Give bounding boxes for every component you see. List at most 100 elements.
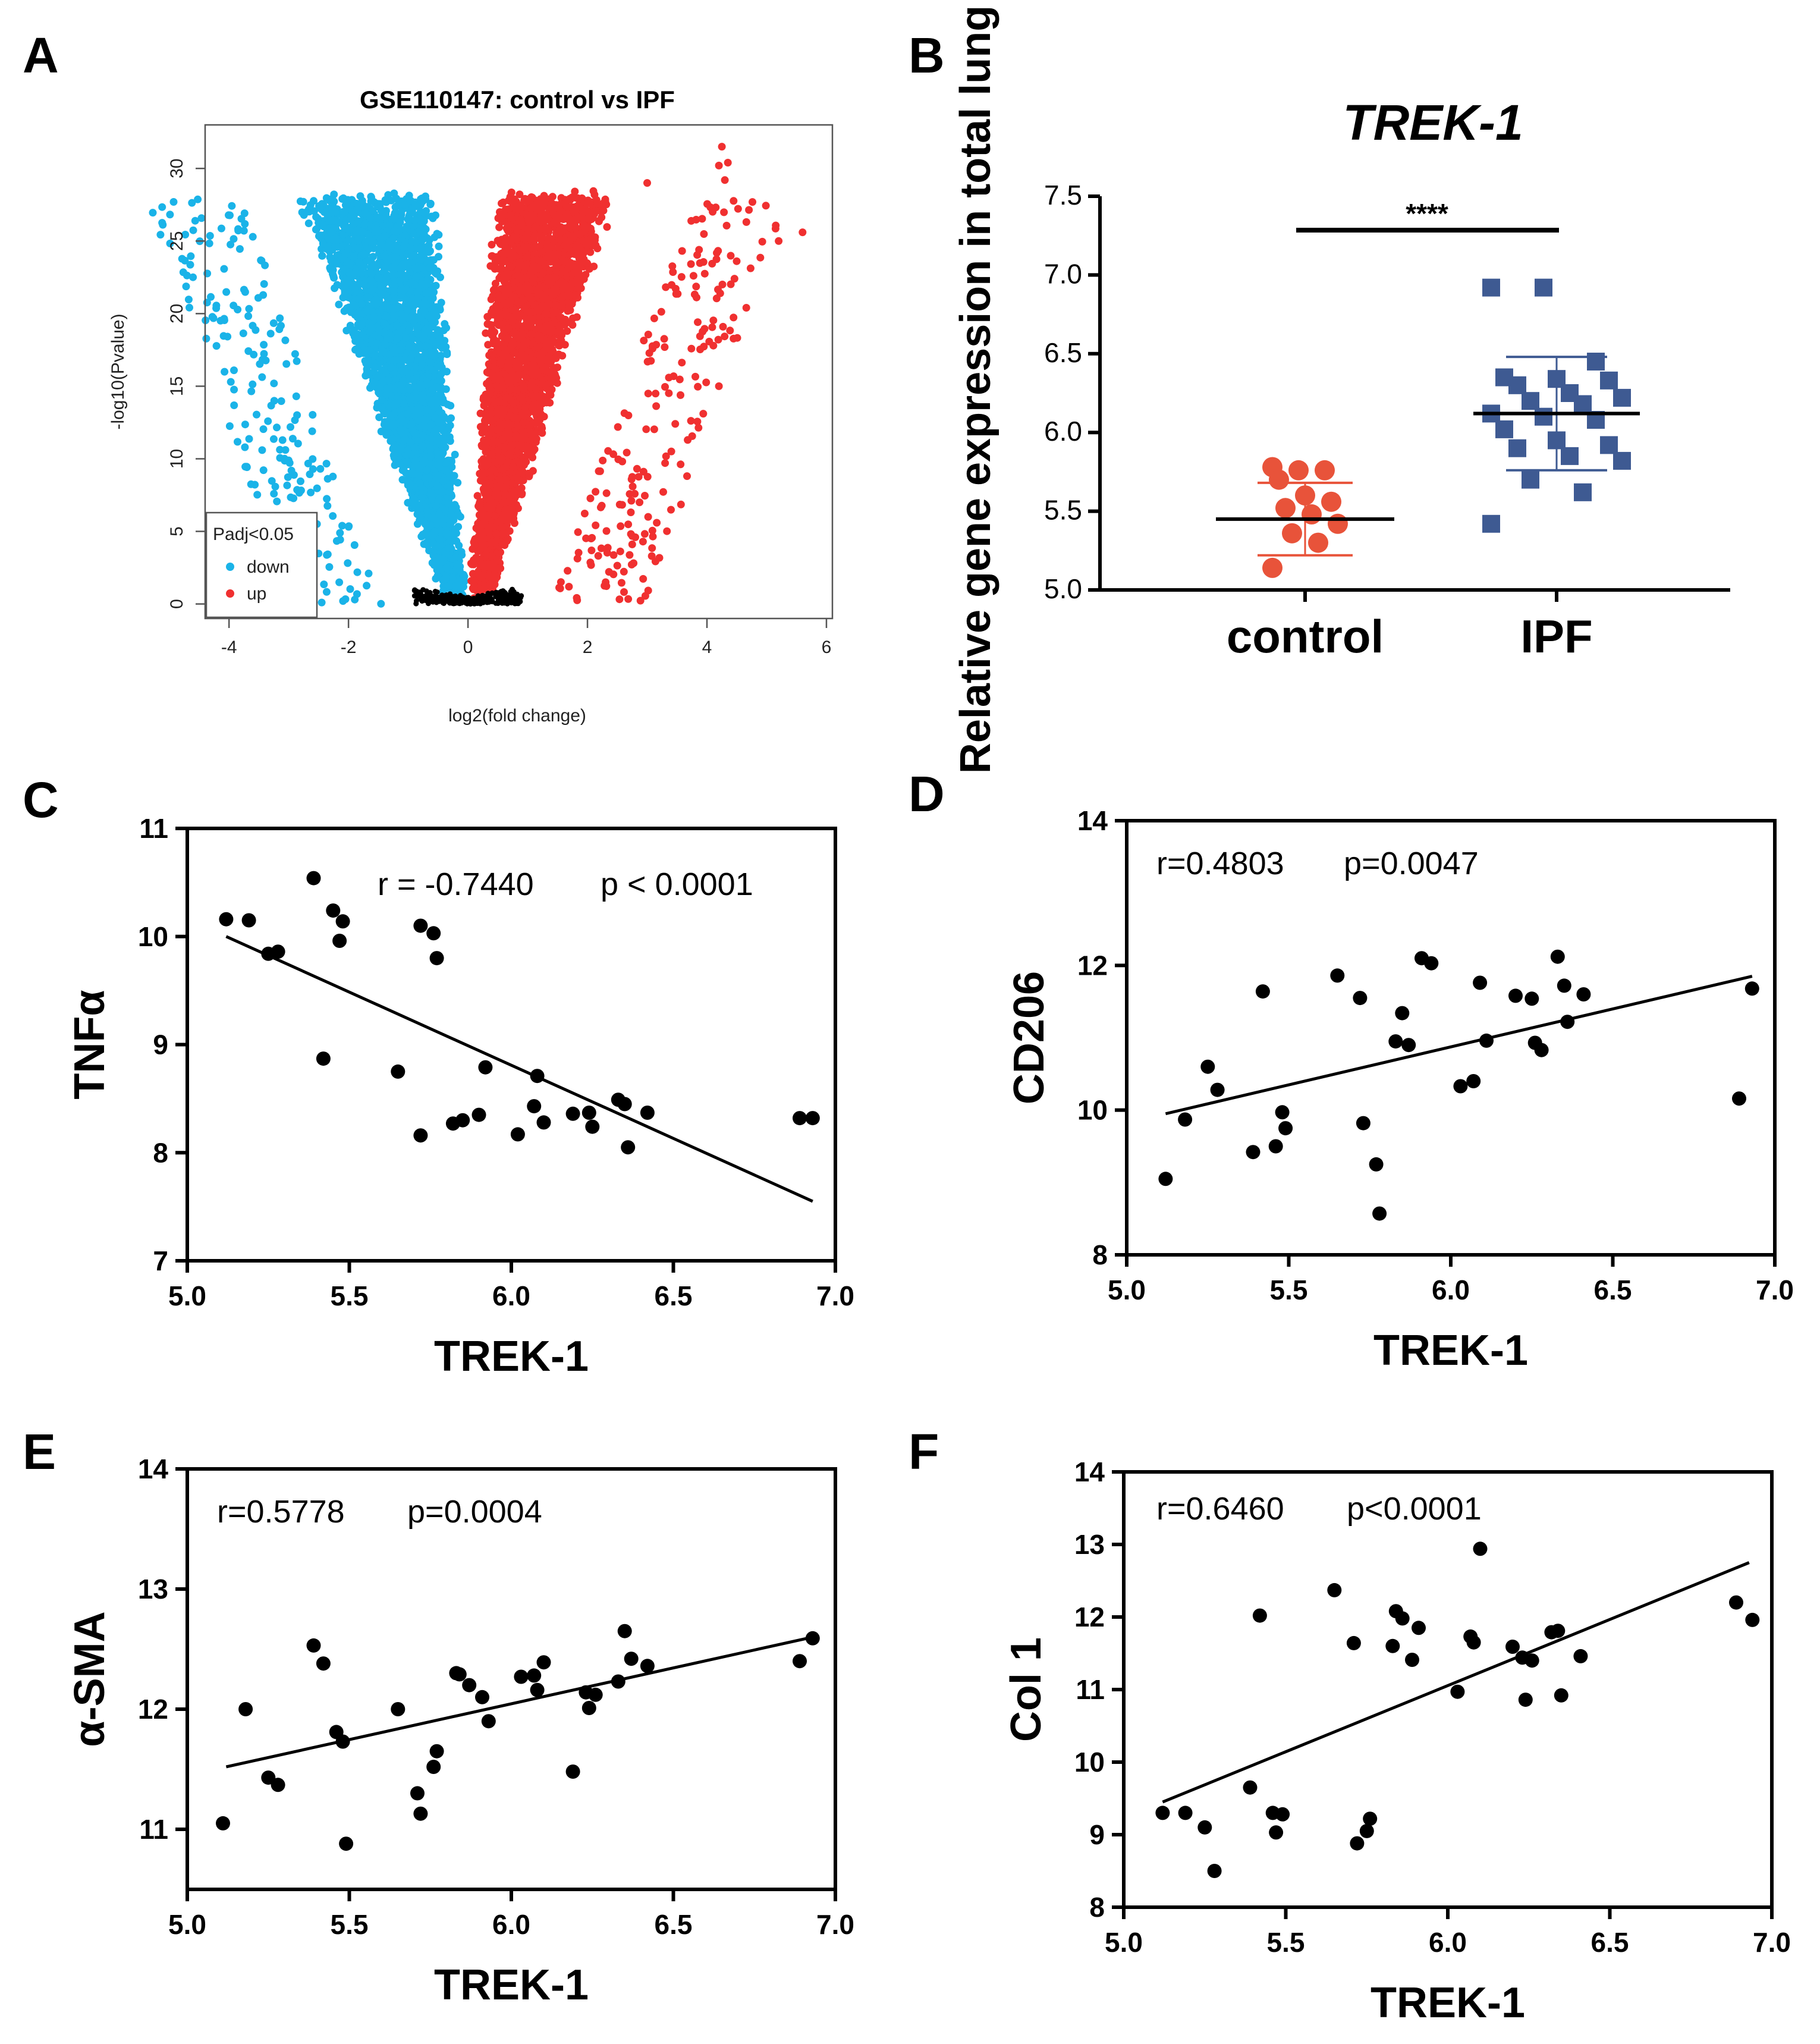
volcano-title: GSE110147: control vs IPF [360, 86, 675, 114]
volcano-point-down [390, 253, 398, 261]
volcano-point-down [378, 366, 386, 374]
volcano-point-down [283, 481, 291, 489]
volcano-point-down [158, 219, 166, 227]
volcano-point-down [269, 319, 278, 327]
volcano-point-down [244, 312, 253, 320]
volcano-point-down [323, 551, 331, 559]
volcano-point-down [158, 203, 166, 211]
volcano-point-down [281, 336, 290, 344]
volcano-point-down [389, 304, 398, 313]
volcano-point-down [401, 435, 410, 443]
volcano-point-down [389, 451, 398, 460]
volcano-point-down [221, 368, 229, 376]
volcano-point-down [249, 233, 257, 241]
volcano-point-down [390, 215, 398, 224]
volcano-point-down [245, 304, 253, 313]
volcano-point-down [308, 427, 316, 435]
volcano-point-down [418, 442, 426, 450]
volcano-point-down [169, 198, 178, 206]
volcano-point-down [432, 270, 441, 278]
volcano-point-down [422, 245, 430, 253]
volcano-point-down [282, 360, 291, 368]
volcano-point-down [365, 346, 373, 354]
volcano-point-down [216, 316, 225, 325]
volcano-point-down [417, 256, 425, 264]
volcano-point-down [396, 294, 404, 302]
volcano-point-down [353, 568, 362, 576]
volcano-point-down [249, 380, 257, 388]
volcano-point-down [398, 476, 407, 484]
volcano-point-down [306, 470, 314, 478]
volcano-point-down [447, 511, 455, 519]
volcano-point-down [433, 230, 441, 238]
volcano-point-down [442, 324, 451, 332]
volcano-point-down [270, 489, 278, 498]
volcano-point-down [425, 358, 433, 366]
volcano-point-down [420, 415, 428, 423]
volcano-point-down [411, 264, 420, 272]
volcano-point-down [412, 273, 420, 281]
volcano-point-down [381, 252, 389, 260]
volcano-point-down [407, 420, 416, 428]
volcano-point-down [276, 445, 284, 454]
volcano-point-down [439, 488, 447, 496]
volcano-point-down [371, 378, 379, 387]
volcano-point-down [323, 475, 332, 483]
volcano-point-down [322, 588, 331, 596]
volcano-point-down [357, 300, 366, 308]
volcano-point-down [442, 564, 451, 572]
volcano-point-down [209, 314, 218, 322]
panel-label-f: F [909, 1424, 939, 1480]
volcano-point-down [345, 236, 353, 244]
volcano-point-down [332, 258, 341, 266]
volcano-point-down [259, 425, 268, 434]
volcano-point-down [347, 308, 355, 316]
volcano-point-down [391, 203, 400, 211]
volcano-point-down [360, 250, 369, 259]
volcano-point-down [382, 390, 391, 398]
volcano-point-down [380, 328, 388, 337]
volcano-point-down [443, 350, 451, 359]
volcano-point-down [245, 435, 253, 443]
volcano-point-down [241, 443, 249, 451]
volcano-point-down [234, 227, 243, 235]
volcano-point-down [392, 322, 401, 330]
volcano-point-down [393, 334, 401, 343]
volcano-point-down [429, 539, 437, 547]
volcano-point-down [328, 209, 336, 217]
volcano-point-down [354, 226, 362, 234]
volcano-point-down [414, 315, 422, 323]
volcano-point-down [387, 363, 395, 372]
volcano-point-down [429, 294, 437, 302]
volcano-point-down [432, 435, 441, 443]
volcano-point-down [323, 502, 332, 510]
volcano-point-down [397, 346, 405, 354]
volcano-point-up [573, 313, 581, 321]
volcano-point-down [292, 392, 300, 400]
volcano-point-down [297, 477, 304, 485]
volcano-point-down [404, 410, 412, 418]
volcano-point-down [239, 329, 247, 337]
volcano-point-down [293, 357, 301, 365]
volcano-point-down [156, 231, 165, 239]
volcano-point-down [309, 411, 317, 419]
volcano-point-down [345, 278, 353, 287]
volcano-point-down [409, 500, 417, 508]
volcano-point-down [316, 464, 325, 473]
volcano-point-down [315, 219, 323, 227]
volcano-point-down [296, 197, 304, 205]
volcano-point-down [367, 324, 376, 332]
volcano-point-down [408, 237, 416, 246]
volcano-point-down [228, 202, 236, 210]
volcano-point-down [382, 275, 390, 283]
volcano-point-down [387, 411, 395, 419]
volcano-point-down [421, 422, 429, 431]
volcano-point-down [333, 243, 341, 251]
volcano-point-down [313, 484, 321, 492]
volcano-point-down [377, 206, 385, 215]
volcano-point-down [372, 225, 381, 233]
volcano-point-down [351, 346, 359, 354]
volcano-point-down [260, 341, 268, 349]
volcano-point-down [184, 296, 193, 304]
volcano-point-down [430, 528, 439, 536]
